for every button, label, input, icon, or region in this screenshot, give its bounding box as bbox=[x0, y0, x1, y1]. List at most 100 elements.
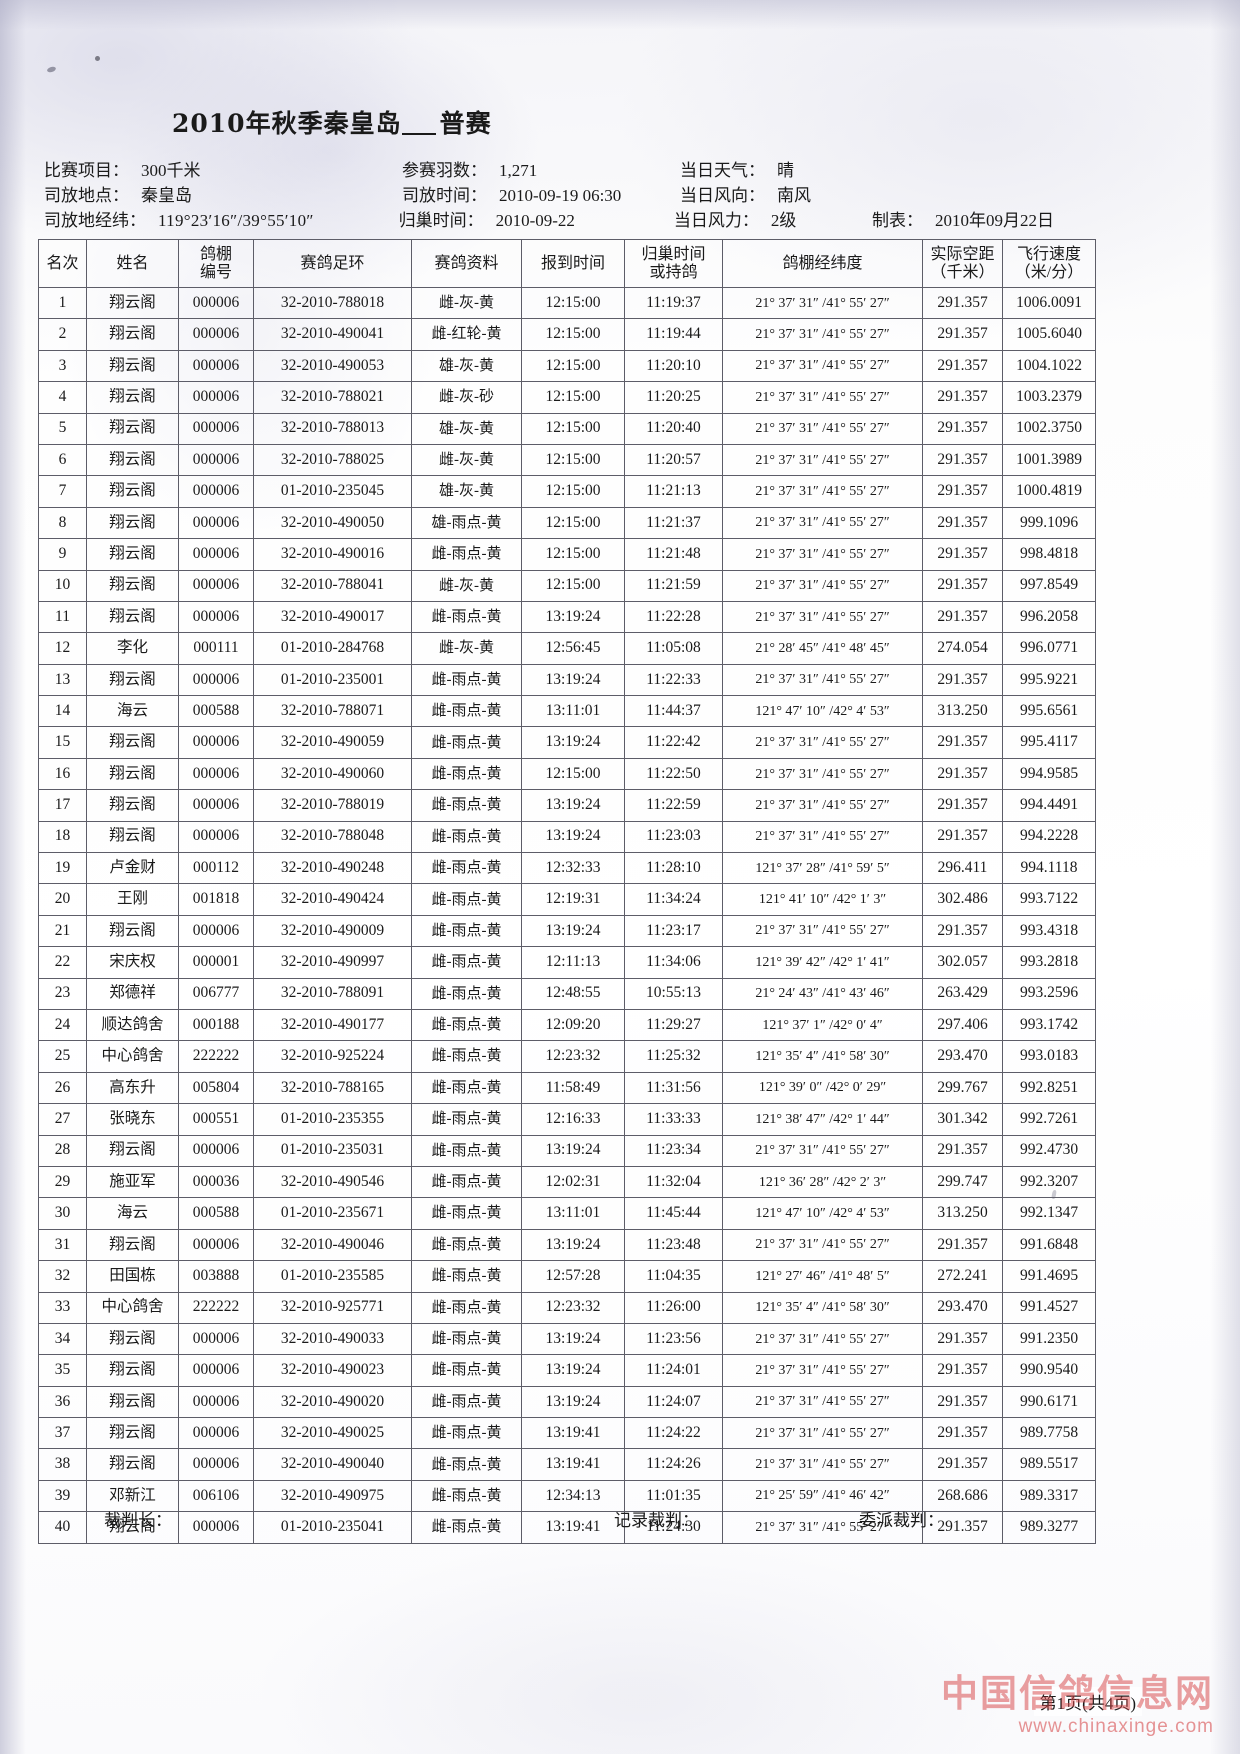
cell-name: 翔云阁 bbox=[86, 412, 179, 445]
cell-info: 雌-雨点-黄 bbox=[411, 663, 522, 697]
cell-dist: 291.357 bbox=[922, 789, 1003, 822]
cell-return: 11:20:25 bbox=[624, 381, 723, 414]
cell-rank: 28 bbox=[38, 1134, 87, 1167]
cell-dist: 291.357 bbox=[922, 1228, 1003, 1262]
cell-name: 翔云阁 bbox=[86, 820, 179, 854]
cell-name: 翔云阁 bbox=[86, 1511, 179, 1544]
cell-info: 雌-雨点-黄 bbox=[411, 1417, 522, 1450]
cell-rank: 15 bbox=[38, 726, 87, 759]
column-header-stack: 鸽棚经纬度 bbox=[724, 255, 922, 273]
cell-speed: 992.4730 bbox=[1002, 1134, 1096, 1167]
cell-ring: 32-2010-490424 bbox=[253, 883, 412, 916]
cell-name: 翔云阁 bbox=[86, 1385, 179, 1419]
race-results-table: 名次 姓名 鸽棚 编号 赛鸽足环 赛鸽资料 报到时间 归巢时间 或持鸽 鸽棚经纬度 实际空距 （千米）… bbox=[38, 239, 1096, 1544]
cell-arrive: 12:48:55 bbox=[521, 977, 625, 1010]
cell-name: 翔云阁 bbox=[86, 1354, 179, 1387]
column-header-line-bottom: （千米） bbox=[930, 263, 995, 281]
cell-info: 雌-灰-黄 bbox=[411, 443, 522, 477]
cell-ring: 32-2010-788071 bbox=[253, 695, 412, 728]
cell-speed: 1000.4819 bbox=[1002, 475, 1096, 508]
cell-arrive: 12:15:00 bbox=[521, 569, 625, 602]
cell-speed: 996.0771 bbox=[1002, 632, 1096, 665]
cell-coord: 121° 35′ 4″ /41° 58′ 30″ bbox=[722, 1040, 923, 1073]
cell-coord: 121° 47′ 10″ /42° 4′ 53″ bbox=[722, 695, 923, 728]
table-row: 24 顺达鸽舍 000188 32-2010-490177 雌-雨点-黄 12:09:20… bbox=[38, 1008, 1096, 1042]
meta-field-release-time: 司放时间： 2010-09-19 06:30 bbox=[402, 183, 680, 208]
cell-info: 雌-雨点-黄 bbox=[411, 1260, 522, 1293]
meta-row-3: 司放地经纬： 119°23′16″/39°55′10″ 归巢时间： 2010-0… bbox=[44, 208, 1054, 233]
cell-speed: 993.2596 bbox=[1002, 977, 1096, 1010]
cell-rank: 24 bbox=[38, 1008, 87, 1042]
meta-field-release-coord: 司放地经纬： 119°23′16″/39°55′10″ bbox=[44, 208, 399, 233]
meta-field-weather: 当日天气： 晴 bbox=[680, 158, 880, 183]
cell-ring: 32-2010-788091 bbox=[253, 977, 412, 1010]
cell-info: 雌-雨点-黄 bbox=[411, 1385, 522, 1419]
cell-arrive: 12:19:31 bbox=[521, 883, 625, 916]
column-header-line-top: 鸽棚 bbox=[199, 245, 232, 263]
cell-return: 10:55:13 bbox=[624, 977, 723, 1010]
cell-dist: 291.357 bbox=[922, 381, 1003, 414]
cell-coord: 21° 37′ 31″ /41° 55′ 27″ bbox=[722, 538, 923, 571]
column-header-line-bottom: 赛鸽资料 bbox=[434, 254, 499, 272]
cell-rank: 36 bbox=[38, 1385, 87, 1419]
cell-name: 翔云阁 bbox=[86, 726, 179, 759]
title-blank-line bbox=[401, 133, 436, 135]
column-header-line-bottom: 名次 bbox=[46, 254, 79, 272]
cell-return: 11:24:01 bbox=[624, 1354, 723, 1387]
cell-coord: 21° 37′ 31″ /41° 55′ 27″ bbox=[722, 1511, 923, 1544]
cell-info: 雌-灰-黄 bbox=[411, 632, 522, 665]
cell-ring: 32-2010-490060 bbox=[253, 757, 412, 791]
cell-ring: 32-2010-490020 bbox=[253, 1385, 412, 1419]
cell-info: 雌-雨点-黄 bbox=[411, 1322, 522, 1356]
cell-ring: 32-2010-788013 bbox=[253, 412, 412, 445]
cell-dist: 296.411 bbox=[922, 852, 1003, 885]
meta-value-wind-direction: 南风 bbox=[777, 186, 811, 205]
cell-ring: 32-2010-490017 bbox=[253, 600, 412, 634]
column-header-name: 姓名 bbox=[86, 239, 179, 288]
cell-dist: 272.241 bbox=[922, 1260, 1003, 1293]
cell-coord: 21° 37′ 31″ /41° 55′ 27″ bbox=[722, 1228, 923, 1262]
cell-arrive: 12:15:00 bbox=[521, 412, 625, 445]
cell-return: 11:24:22 bbox=[624, 1417, 723, 1450]
cell-speed: 998.4818 bbox=[1002, 538, 1096, 571]
cell-speed: 999.1096 bbox=[1002, 506, 1096, 540]
cell-dist: 291.357 bbox=[922, 1385, 1003, 1419]
cell-rank: 1 bbox=[38, 286, 87, 320]
cell-return: 11:23:03 bbox=[624, 820, 723, 854]
cell-coord: 21° 37′ 31″ /41° 55′ 27″ bbox=[722, 1448, 923, 1481]
table-row: 36 翔云阁 000006 32-2010-490020 雌-雨点-黄 13:19:24 1… bbox=[38, 1385, 1096, 1419]
cell-info: 雌-灰-黄 bbox=[411, 569, 522, 602]
table-row: 32 田国栋 003888 01-2010-235585 雌-雨点-黄 12:57:28 1… bbox=[38, 1260, 1096, 1293]
cell-name: 卢金财 bbox=[86, 852, 179, 885]
table-row: 15 翔云阁 000006 32-2010-490059 雌-雨点-黄 13:19:24 1… bbox=[38, 726, 1096, 759]
meta-value-wind-force: 2级 bbox=[770, 211, 797, 230]
table-row: 26 高东升 005804 32-2010-788165 雌-雨点-黄 11:58:49 1… bbox=[38, 1071, 1096, 1105]
cell-return: 11:19:37 bbox=[624, 286, 723, 320]
cell-return: 11:26:00 bbox=[624, 1291, 723, 1324]
cell-loft: 000001 bbox=[178, 946, 254, 979]
cell-name: 翔云阁 bbox=[86, 569, 179, 602]
cell-dist: 291.357 bbox=[922, 506, 1003, 540]
meta-value-return-time: 2010-09-22 bbox=[495, 211, 575, 230]
column-header-line-top: 归巢时间 bbox=[641, 245, 706, 263]
cell-coord: 121° 39′ 0″ /42° 0′ 29″ bbox=[722, 1071, 923, 1105]
meta-value-event: 300千米 bbox=[141, 161, 201, 180]
cell-ring: 32-2010-490040 bbox=[253, 1448, 412, 1481]
cell-name: 翔云阁 bbox=[86, 1417, 179, 1450]
cell-return: 11:01:35 bbox=[624, 1479, 723, 1513]
cell-ring: 32-2010-490009 bbox=[253, 914, 412, 948]
meta-label-release-time: 司放时间： bbox=[402, 186, 487, 205]
cell-arrive: 13:11:01 bbox=[521, 1197, 625, 1230]
cell-dist: 301.342 bbox=[922, 1103, 1003, 1136]
cell-arrive: 13:19:24 bbox=[521, 1322, 625, 1356]
cell-speed: 1006.0091 bbox=[1002, 286, 1096, 320]
cell-loft: 000551 bbox=[178, 1103, 254, 1136]
cell-arrive: 12:02:31 bbox=[521, 1165, 625, 1199]
cell-arrive: 12:23:32 bbox=[521, 1040, 625, 1073]
cell-loft: 000006 bbox=[178, 349, 254, 383]
cell-loft: 000006 bbox=[178, 1228, 254, 1262]
cell-return: 11:24:30 bbox=[624, 1511, 723, 1544]
recording-judge-signature: 记录裁判： bbox=[614, 1511, 699, 1530]
cell-dist: 299.767 bbox=[922, 1071, 1003, 1105]
